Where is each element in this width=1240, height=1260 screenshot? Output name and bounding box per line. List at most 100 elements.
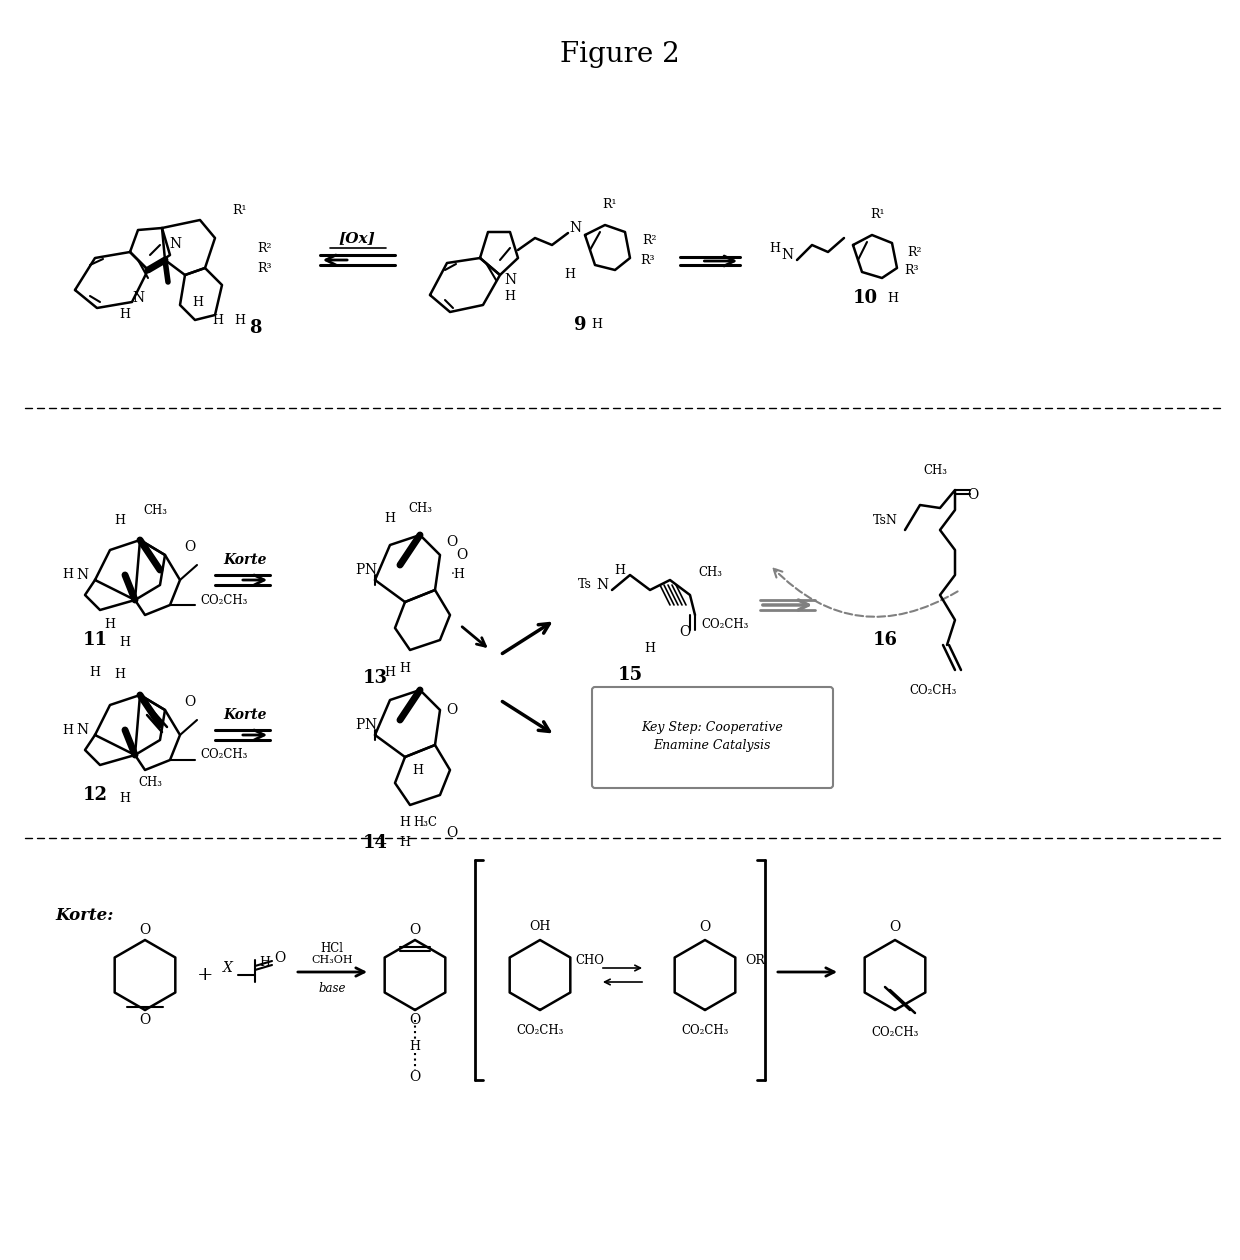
- Text: O: O: [446, 827, 458, 840]
- Text: CHO: CHO: [575, 954, 604, 966]
- Text: R²: R²: [908, 246, 923, 258]
- Text: 10: 10: [852, 289, 878, 307]
- Text: CO₂CH₃: CO₂CH₃: [516, 1023, 564, 1037]
- Text: 9: 9: [574, 316, 587, 334]
- Text: CH₃: CH₃: [408, 501, 432, 514]
- Text: O: O: [680, 625, 691, 639]
- Text: 11: 11: [83, 631, 108, 649]
- Text: P: P: [356, 718, 365, 732]
- Text: 12: 12: [83, 786, 108, 804]
- Text: H: H: [62, 723, 73, 737]
- Text: H: H: [591, 319, 603, 331]
- Text: OH: OH: [529, 921, 551, 934]
- Text: O: O: [139, 924, 150, 937]
- Text: Ts: Ts: [578, 578, 591, 591]
- Text: R²: R²: [642, 233, 657, 247]
- Text: 8: 8: [249, 319, 262, 336]
- Text: O: O: [139, 1013, 150, 1027]
- Text: CH₃: CH₃: [138, 775, 162, 789]
- FancyBboxPatch shape: [591, 687, 833, 788]
- Text: H: H: [62, 568, 73, 582]
- Text: CH₃OH: CH₃OH: [311, 955, 353, 965]
- Text: R³: R³: [258, 262, 273, 275]
- Text: N: N: [76, 723, 88, 737]
- Text: R³: R³: [905, 263, 919, 276]
- Text: X: X: [223, 961, 233, 975]
- Text: N: N: [363, 718, 376, 732]
- Text: N: N: [169, 237, 181, 251]
- Text: O: O: [409, 924, 420, 937]
- Text: Korte: Korte: [223, 708, 267, 722]
- Text: H: H: [104, 619, 115, 631]
- Text: O: O: [889, 920, 900, 934]
- Text: N: N: [596, 578, 608, 592]
- Text: CO₂CH₃: CO₂CH₃: [200, 748, 247, 761]
- Text: H: H: [399, 816, 410, 829]
- Text: O: O: [446, 536, 458, 549]
- Text: O: O: [446, 703, 458, 717]
- Text: O: O: [699, 920, 711, 934]
- Text: H: H: [615, 563, 625, 577]
- Text: H: H: [564, 268, 575, 281]
- Text: O: O: [274, 951, 285, 965]
- Text: CH₃: CH₃: [143, 504, 167, 517]
- Text: H₃C: H₃C: [413, 816, 436, 829]
- Text: H: H: [114, 514, 125, 527]
- Text: H: H: [384, 667, 396, 679]
- Text: N: N: [363, 563, 376, 577]
- Text: N: N: [76, 568, 88, 582]
- Text: +: +: [197, 966, 213, 984]
- Text: N: N: [131, 291, 144, 305]
- Text: H: H: [399, 837, 410, 849]
- Text: CO₂CH₃: CO₂CH₃: [681, 1023, 729, 1037]
- Text: Key Step: Cooperative
Enamine Catalysis: Key Step: Cooperative Enamine Catalysis: [641, 722, 782, 752]
- Text: H: H: [259, 955, 270, 969]
- Text: CH₃: CH₃: [923, 464, 947, 476]
- Text: R³: R³: [641, 253, 655, 267]
- Text: [Ox]: [Ox]: [339, 231, 376, 244]
- Text: H: H: [119, 309, 130, 321]
- Text: 15: 15: [618, 667, 642, 684]
- Text: R¹: R¹: [603, 199, 618, 212]
- Text: OR: OR: [745, 954, 765, 966]
- Text: H: H: [114, 669, 125, 682]
- Text: O: O: [967, 488, 978, 501]
- Text: CO₂CH₃: CO₂CH₃: [702, 619, 749, 631]
- Text: R¹: R¹: [233, 204, 247, 217]
- Text: base: base: [319, 982, 346, 994]
- Text: O: O: [185, 541, 196, 554]
- Text: CO₂CH₃: CO₂CH₃: [200, 593, 247, 606]
- Text: H: H: [645, 641, 656, 654]
- Text: Korte: Korte: [223, 553, 267, 567]
- Text: O: O: [409, 1070, 420, 1084]
- Text: H: H: [192, 296, 203, 309]
- Text: CH₃: CH₃: [698, 566, 722, 578]
- Text: Figure 2: Figure 2: [560, 42, 680, 68]
- Text: 16: 16: [873, 631, 898, 649]
- Text: ·H: ·H: [450, 568, 465, 582]
- Text: N: N: [503, 273, 516, 287]
- Text: H: H: [888, 291, 899, 305]
- Text: N: N: [781, 248, 794, 262]
- Text: 13: 13: [362, 669, 387, 687]
- Text: H: H: [770, 242, 780, 255]
- Text: O: O: [185, 696, 196, 709]
- Text: H: H: [119, 791, 130, 804]
- Text: H: H: [89, 665, 100, 678]
- Text: TsN: TsN: [873, 514, 898, 527]
- Text: H: H: [505, 290, 516, 302]
- Text: H: H: [212, 314, 223, 326]
- Text: O: O: [409, 1013, 420, 1027]
- Text: H: H: [413, 764, 424, 776]
- Text: H: H: [384, 512, 396, 524]
- Text: H: H: [409, 1041, 420, 1053]
- FancyArrowPatch shape: [774, 568, 957, 617]
- Text: R²: R²: [258, 242, 273, 255]
- Text: H: H: [119, 636, 130, 649]
- Text: HCl: HCl: [320, 941, 343, 955]
- Text: CO₂CH₃: CO₂CH₃: [909, 683, 957, 697]
- Text: Korte:: Korte:: [55, 906, 113, 924]
- Text: H: H: [234, 314, 246, 326]
- Text: H: H: [399, 662, 410, 674]
- Text: 14: 14: [362, 834, 387, 852]
